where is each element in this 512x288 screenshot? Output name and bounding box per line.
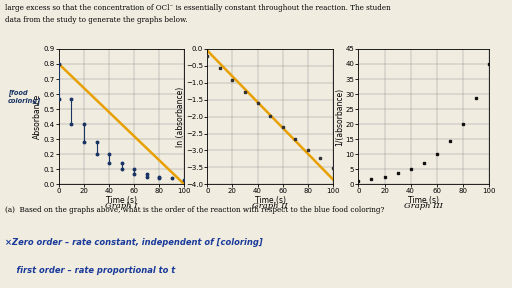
Y-axis label: ln (absorbance): ln (absorbance)	[176, 86, 185, 147]
Text: Graph I: Graph I	[105, 202, 138, 210]
X-axis label: Time (s): Time (s)	[106, 196, 137, 205]
X-axis label: Time (s): Time (s)	[408, 196, 439, 205]
Text: (a)  Based on the graphs above, what is the order of the reaction with respect t: (a) Based on the graphs above, what is t…	[5, 206, 385, 214]
Text: Graph II: Graph II	[252, 202, 288, 210]
X-axis label: Time (s): Time (s)	[254, 196, 286, 205]
Text: ×Zero order – rate constant, independent of [coloring]: ×Zero order – rate constant, independent…	[5, 238, 263, 247]
Text: data from the study to generate the graphs below.: data from the study to generate the grap…	[5, 16, 188, 24]
Text: Graph III: Graph III	[404, 202, 443, 210]
Y-axis label: 1/(absorbance): 1/(absorbance)	[335, 88, 344, 146]
Text: [food
coloring]: [food coloring]	[8, 89, 41, 104]
Y-axis label: Absorbance: Absorbance	[33, 94, 42, 139]
Text: first order – rate proportional to t: first order – rate proportional to t	[5, 266, 176, 275]
Text: large excess so that the concentration of OCl⁻ is essentially constant throughou: large excess so that the concentration o…	[5, 4, 391, 12]
